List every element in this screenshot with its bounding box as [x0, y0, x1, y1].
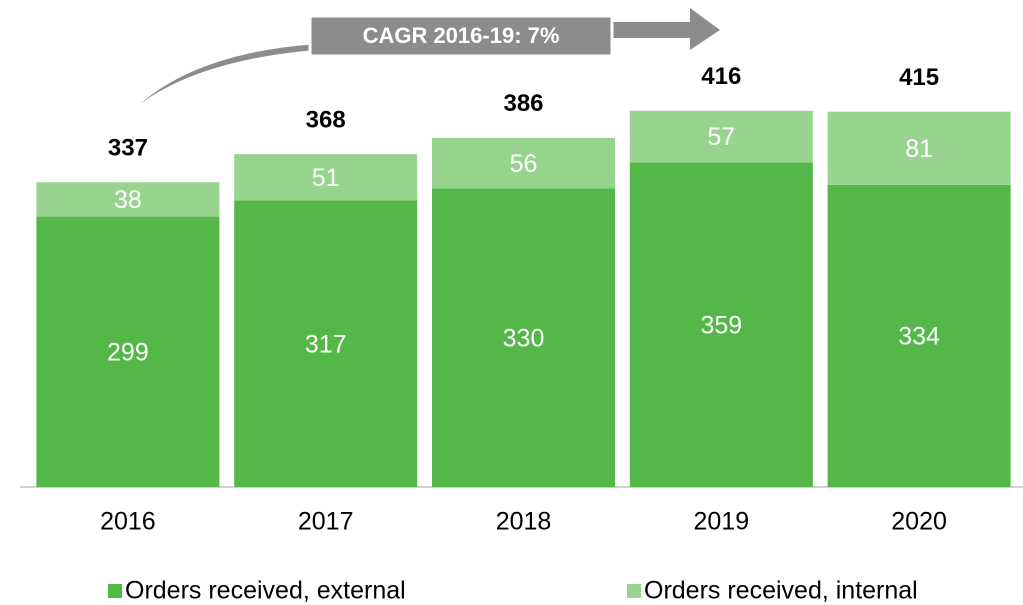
- bar-segment: [827, 111, 1011, 185]
- legend-swatch: [108, 584, 122, 598]
- bar-segment: [629, 110, 813, 163]
- bar-segment: [234, 200, 418, 487]
- segment-label: 56: [510, 150, 538, 178]
- x-tick-label: 2017: [298, 508, 354, 536]
- x-tick-label: 2016: [100, 508, 156, 536]
- segment-label: 317: [305, 330, 347, 358]
- bar-segment: [234, 154, 418, 201]
- bar-segment: [629, 162, 813, 487]
- cagr-curve: [140, 44, 318, 104]
- total-label: 415: [899, 64, 939, 91]
- total-label: 337: [108, 135, 148, 162]
- bar-segment: [36, 182, 220, 217]
- x-tick-label: 2019: [693, 508, 749, 536]
- legend-label: Orders received, external: [125, 577, 406, 605]
- segment-label: 359: [700, 311, 742, 339]
- bar-segment: [827, 184, 1011, 487]
- total-label: 416: [701, 63, 741, 90]
- total-label: 368: [306, 107, 346, 134]
- cagr-arrow: [605, 8, 720, 50]
- bar-segment: [36, 216, 220, 487]
- segment-label: 81: [905, 135, 933, 163]
- total-label: 386: [503, 90, 543, 117]
- x-tick-label: 2020: [891, 508, 947, 536]
- segment-label: 57: [707, 123, 735, 151]
- x-tick-label: 2018: [496, 508, 552, 536]
- bar-segment: [432, 188, 615, 488]
- annotation: CAGR 2016-19: 7%: [363, 23, 560, 48]
- segment-label: 299: [107, 338, 149, 366]
- segment-label: 330: [503, 324, 545, 352]
- segment-label: 51: [312, 164, 340, 192]
- legend-label: Orders received, internal: [644, 577, 918, 605]
- segment-label: 38: [114, 186, 142, 214]
- segment-label: 334: [898, 323, 940, 351]
- bar-segment: [432, 137, 615, 189]
- cagr-box: [308, 14, 614, 58]
- legend-swatch: [627, 584, 641, 598]
